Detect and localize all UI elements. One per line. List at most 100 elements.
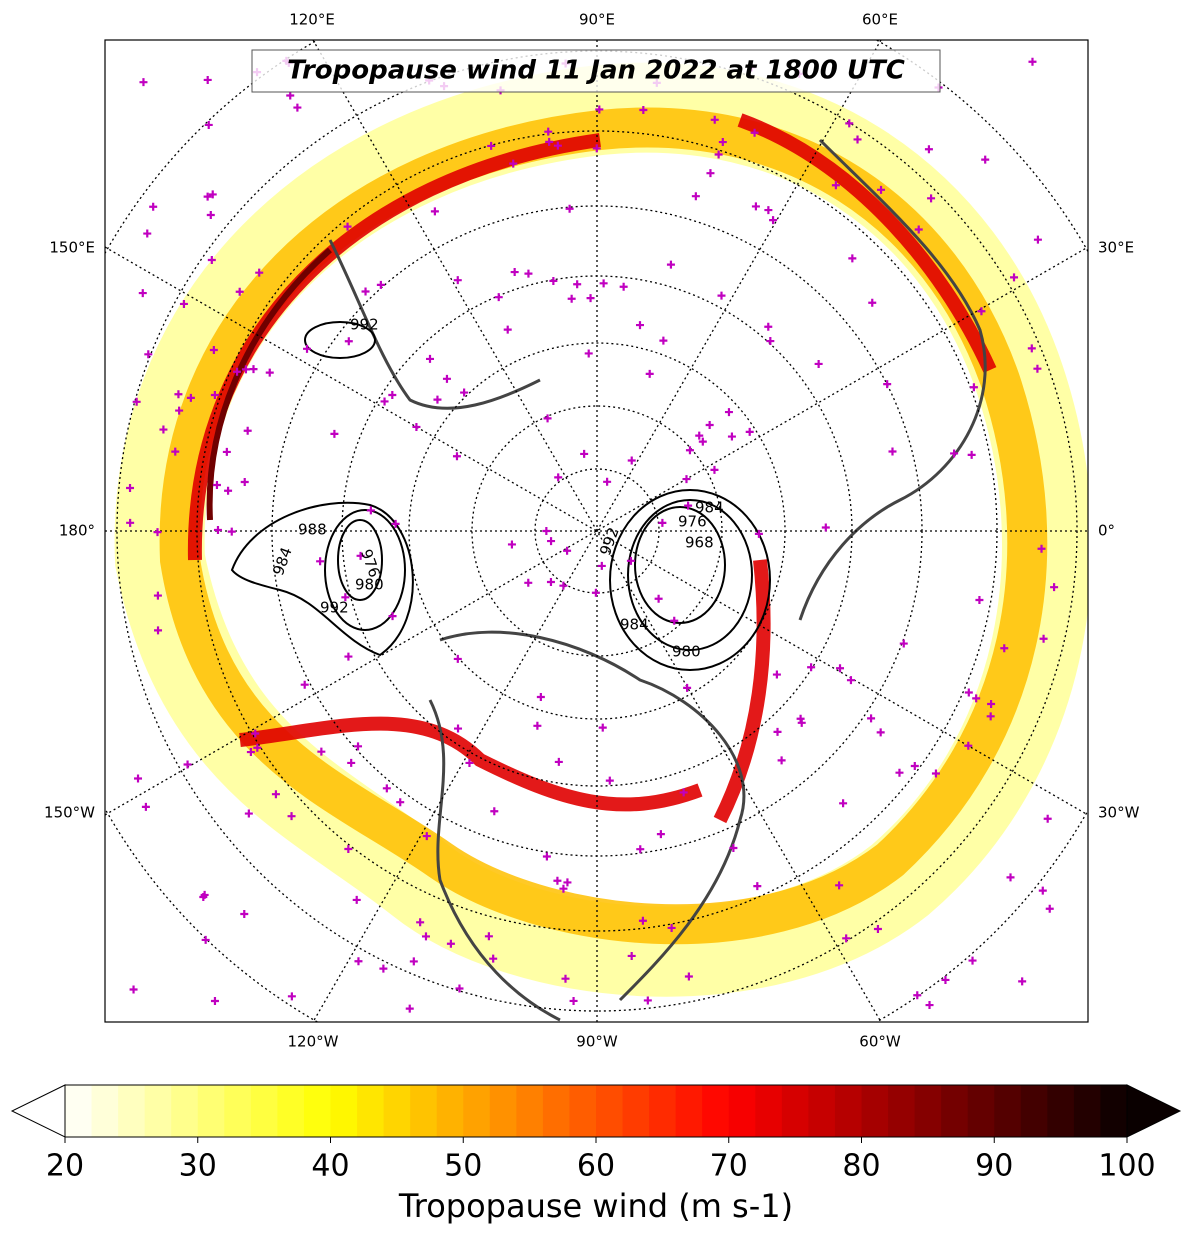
station-marker: [126, 518, 135, 527]
colorbar-swatch: [250, 1085, 278, 1137]
contour-label: 984: [620, 616, 649, 634]
colorbar-swatch: [463, 1085, 491, 1137]
station-marker: [293, 103, 302, 112]
lon-label: 60°E: [862, 11, 898, 29]
station-marker: [670, 616, 679, 625]
station-marker: [547, 537, 556, 546]
station-marker: [356, 551, 365, 560]
station-marker: [1006, 873, 1015, 882]
station-marker: [777, 756, 786, 765]
station-marker: [1039, 634, 1048, 643]
station-marker: [1037, 544, 1046, 553]
station-marker: [972, 694, 981, 703]
station-marker: [658, 518, 667, 527]
station-marker: [635, 321, 644, 330]
station-marker: [442, 374, 451, 383]
station-marker: [724, 408, 733, 417]
station-marker: [1027, 344, 1036, 353]
station-marker: [883, 380, 892, 389]
station-marker: [388, 612, 397, 621]
colorbar-tick-label: 60: [577, 1149, 615, 1184]
station-marker: [154, 626, 163, 635]
station-marker: [503, 325, 512, 334]
station-marker: [559, 884, 568, 893]
station-marker: [773, 727, 782, 736]
colorbar-tick-label: 50: [444, 1149, 482, 1184]
colorbar-swatch: [65, 1085, 93, 1137]
contour-label: 968: [685, 534, 714, 552]
station-marker: [639, 105, 648, 114]
station-marker: [409, 957, 418, 966]
colorbar-swatch: [861, 1085, 889, 1137]
colorbar-tick-label: 90: [975, 1149, 1013, 1184]
station-marker: [821, 523, 830, 532]
colorbar-swatch: [622, 1085, 650, 1137]
colorbar-swatch: [224, 1085, 252, 1137]
station-marker: [354, 957, 363, 966]
station-marker: [573, 280, 582, 289]
contour-label: 992: [320, 599, 349, 617]
title-box: [251, 49, 941, 93]
station-marker: [627, 456, 636, 465]
map-title: Tropopause wind 11 Jan 2022 at 1800 UTC: [287, 56, 905, 86]
station-marker: [797, 718, 806, 727]
station-marker: [563, 878, 572, 887]
colorbar-tick-label: 70: [710, 1149, 748, 1184]
station-marker: [1033, 235, 1042, 244]
station-marker: [807, 663, 816, 672]
lon-label: 60°W: [859, 1033, 901, 1051]
station-marker: [1043, 814, 1052, 823]
station-marker: [619, 282, 628, 291]
station-marker: [554, 473, 563, 482]
station-marker: [465, 758, 474, 767]
station-marker: [638, 916, 647, 925]
station-marker: [241, 365, 250, 374]
colorbar-tick-label: 100: [1098, 1149, 1155, 1184]
station-marker: [422, 832, 431, 841]
station-marker: [175, 406, 184, 415]
station-marker: [412, 422, 421, 431]
colorbar-label: Tropopause wind (m s-1): [398, 1187, 793, 1225]
colorbar-tick-label: 80: [842, 1149, 880, 1184]
stations: [126, 56, 1059, 1013]
station-marker: [750, 128, 759, 137]
station-marker: [667, 923, 676, 932]
station-marker: [446, 939, 455, 948]
station-marker: [927, 194, 936, 203]
colorbar-swatch: [755, 1085, 783, 1137]
station-marker: [382, 784, 391, 793]
station-marker: [549, 276, 558, 285]
station-marker: [543, 414, 552, 423]
station-marker: [251, 729, 260, 738]
station-marker: [591, 588, 600, 597]
station-marker: [265, 368, 274, 377]
colorbar-swatch: [489, 1085, 517, 1137]
station-marker: [975, 595, 984, 604]
station-marker: [224, 486, 233, 495]
station-marker: [769, 216, 778, 225]
colorbar: 20 30 40 50 60 70 80 90 100: [10, 1084, 1182, 1184]
station-marker: [941, 975, 950, 984]
colorbar-swatch: [649, 1085, 677, 1137]
lon-label: 30°E: [1098, 239, 1134, 257]
station-marker: [134, 774, 143, 783]
station-marker: [509, 159, 518, 168]
contour-label: 976: [678, 513, 707, 531]
station-marker: [179, 299, 188, 308]
station-marker: [603, 477, 612, 486]
colorbar-swatch: [569, 1085, 597, 1137]
station-marker: [659, 336, 668, 345]
station-marker: [425, 354, 434, 363]
colorbar-extend-high: [1126, 1084, 1182, 1138]
station-marker: [814, 359, 823, 368]
station-marker: [714, 150, 723, 159]
station-marker: [705, 421, 714, 430]
station-marker: [729, 844, 738, 853]
station-marker: [845, 119, 854, 128]
station-marker: [772, 670, 781, 679]
station-marker: [347, 758, 356, 767]
lon-label: 120°W: [288, 1033, 339, 1051]
station-marker: [751, 202, 760, 211]
station-marker: [876, 728, 885, 737]
